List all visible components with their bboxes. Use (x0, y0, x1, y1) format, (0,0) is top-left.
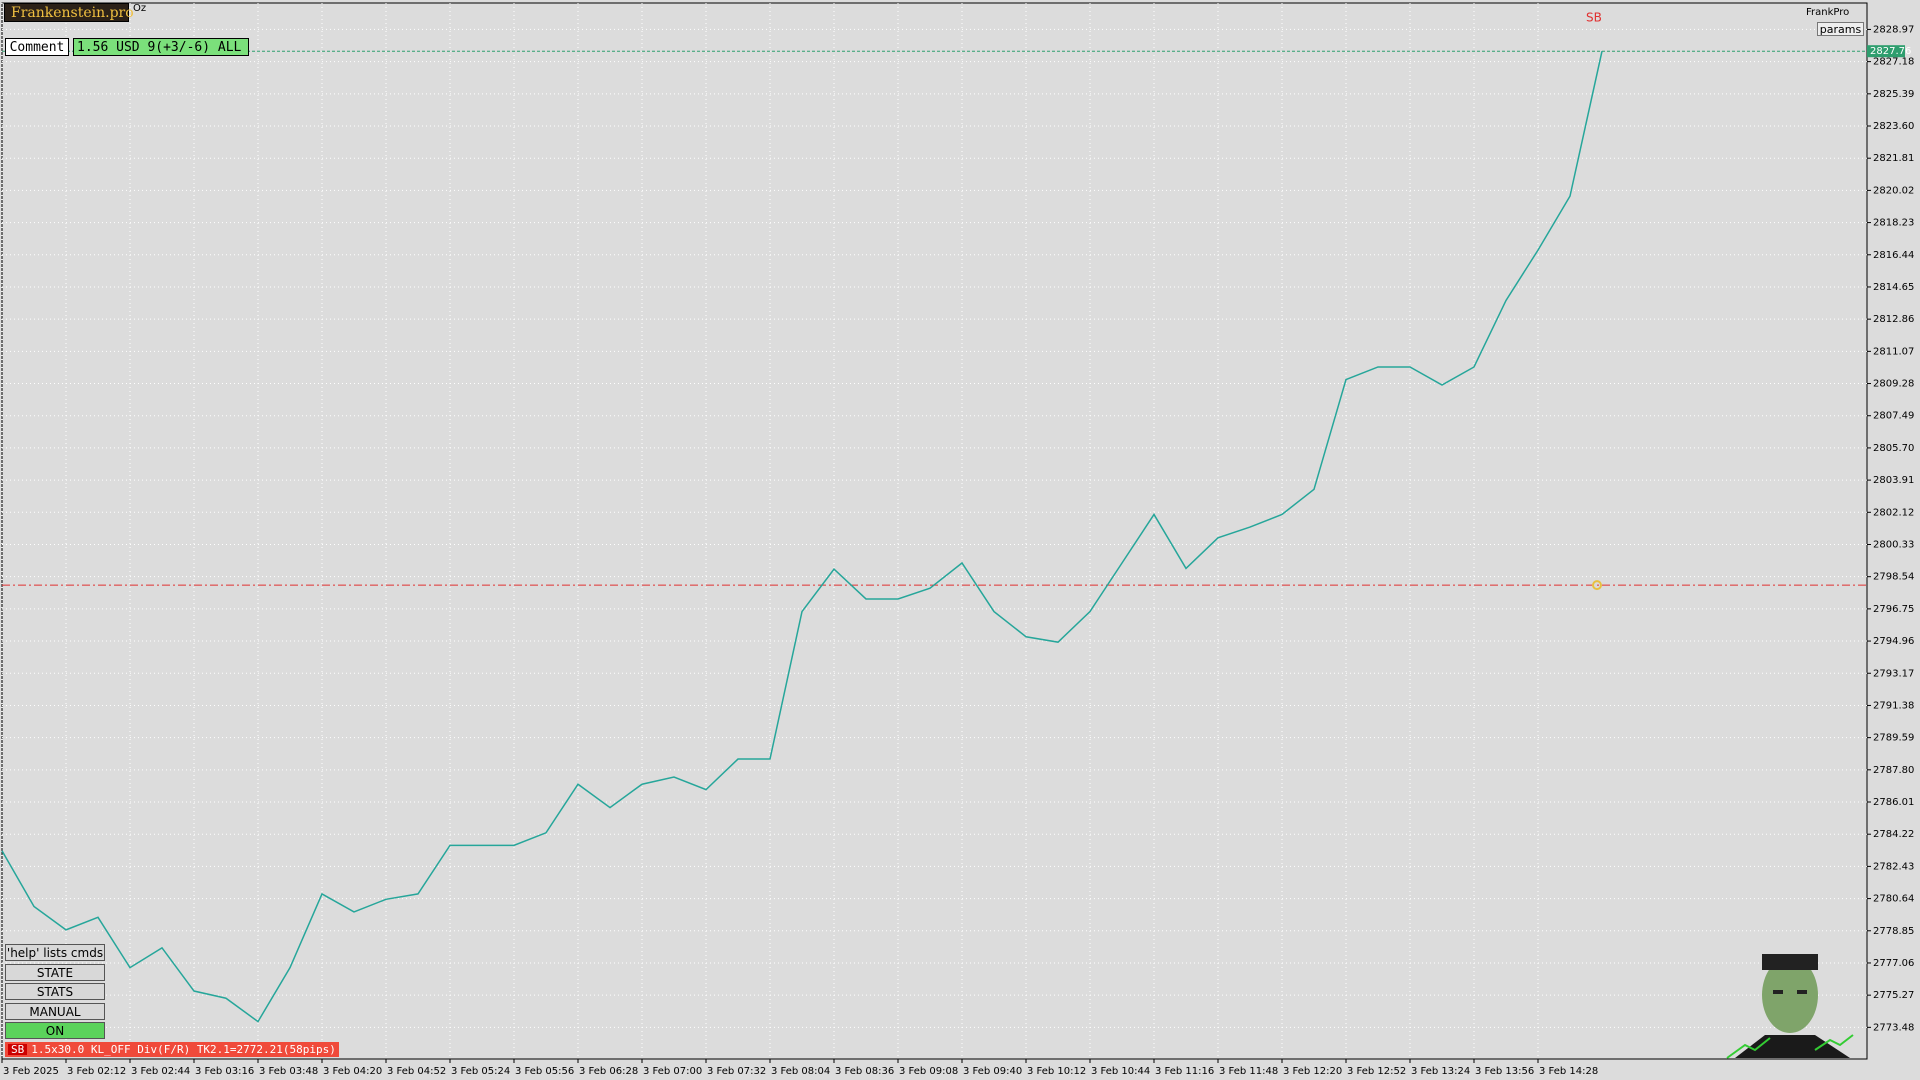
y-tick-label: 2802.12 (1873, 507, 1914, 518)
x-tick-label: 3 Feb 09:08 (899, 1066, 958, 1077)
x-tick-label: 3 Feb 12:52 (1347, 1066, 1406, 1077)
x-tick-label: 3 Feb 04:52 (387, 1066, 446, 1077)
x-tick-label: 3 Feb 10:44 (1091, 1066, 1150, 1077)
x-tick-label: 3 Feb 03:48 (259, 1066, 318, 1077)
x-tick-label: 3 Feb 07:00 (643, 1066, 702, 1077)
x-tick-label: 3 Feb 04:20 (323, 1066, 382, 1077)
y-tick-label: 2777.06 (1873, 958, 1914, 969)
y-tick-label: 2809.28 (1873, 379, 1914, 390)
y-tick-label: 2816.44 (1873, 250, 1914, 261)
current-price-label: 2827.76 (1870, 46, 1911, 57)
manual-button[interactable]: MANUAL (5, 1003, 105, 1020)
y-tick-label: 2811.07 (1873, 346, 1914, 357)
y-tick-label: 2825.39 (1873, 89, 1914, 100)
y-tick-label: 2814.65 (1873, 282, 1914, 293)
y-tick-label: 2805.70 (1873, 443, 1914, 454)
y-tick-label: 2800.33 (1873, 539, 1914, 550)
x-tick-label: 3 Feb 12:20 (1283, 1066, 1342, 1077)
y-tick-label: 2793.17 (1873, 668, 1914, 679)
y-tick-label: 2828.97 (1873, 24, 1914, 35)
state-button[interactable]: STATE (5, 964, 105, 981)
status-bar: SB 1.5x30.0 KL_OFF Div(F/R) TK2.1=2772.21… (5, 1042, 339, 1057)
current-price-tag (1867, 45, 1905, 58)
x-tick-label: 3 Feb 2025 (3, 1066, 59, 1077)
x-tick-label: 3 Feb 08:04 (771, 1066, 830, 1077)
x-tick-label: 3 Feb 02:12 (67, 1066, 126, 1077)
stats-button[interactable]: STATS (5, 983, 105, 1000)
x-tick-label: 3 Feb 07:32 (707, 1066, 766, 1077)
y-tick-label: 2796.75 (1873, 604, 1914, 615)
y-tick-label: 2778.85 (1873, 926, 1914, 937)
x-tick-label: 3 Feb 11:48 (1219, 1066, 1278, 1077)
y-tick-label: 2787.80 (1873, 765, 1914, 776)
y-tick-label: 2818.23 (1873, 218, 1914, 229)
y-tick-label: 2821.81 (1873, 153, 1914, 164)
y-tick-label: 2791.38 (1873, 700, 1914, 711)
y-tick-label: 2823.60 (1873, 121, 1914, 132)
x-tick-label: 3 Feb 09:40 (963, 1066, 1022, 1077)
status-tag: SB (8, 1044, 28, 1055)
x-tick-label: 3 Feb 05:56 (515, 1066, 574, 1077)
y-tick-label: 2786.01 (1873, 797, 1914, 808)
y-tick-label: 2820.02 (1873, 185, 1914, 196)
y-tick-label: 2775.27 (1873, 990, 1914, 1001)
y-tick-label: 2773.48 (1873, 1022, 1914, 1033)
x-tick-label: 3 Feb 06:28 (579, 1066, 638, 1077)
comment-label: Comment (5, 38, 69, 56)
x-tick-label: 3 Feb 13:56 (1475, 1066, 1534, 1077)
x-tick-label: 3 Feb 14:28 (1539, 1066, 1598, 1077)
brand-logo: Frankenstein.pro (4, 3, 134, 22)
on-button[interactable]: ON (5, 1022, 105, 1039)
comment-value: 1.56 USD 9(+3/-6) ALL (73, 38, 249, 56)
status-text: 1.5x30.0 KL_OFF Div(F/R) TK2.1=2772.21(5… (31, 1043, 336, 1056)
x-tick-label: 3 Feb 03:16 (195, 1066, 254, 1077)
y-tick-label: 2827.18 (1873, 57, 1914, 68)
portrait (1726, 954, 1854, 1059)
user-label: FrankPro (1806, 7, 1850, 18)
x-tick-label: 3 Feb 02:44 (131, 1066, 190, 1077)
symbol-note: Oz (133, 3, 147, 14)
x-tick-label: 3 Feb 13:24 (1411, 1066, 1470, 1077)
x-tick-label: 3 Feb 08:36 (835, 1066, 894, 1077)
y-tick-label: 2807.49 (1873, 411, 1914, 422)
params-button[interactable]: params (1817, 22, 1864, 36)
signal-marker: SB (1586, 11, 1602, 25)
x-tick-label: 3 Feb 05:24 (451, 1066, 510, 1077)
plot-area (1, 2, 1868, 1060)
y-tick-label: 2803.91 (1873, 475, 1914, 486)
y-tick-label: 2782.43 (1873, 861, 1914, 872)
y-tick-label: 2794.96 (1873, 636, 1914, 647)
help-button[interactable]: 'help' lists cmds (5, 944, 105, 961)
x-tick-label: 3 Feb 11:16 (1155, 1066, 1214, 1077)
level-handle (1592, 580, 1602, 591)
y-tick-label: 2789.59 (1873, 733, 1914, 744)
y-tick-label: 2812.86 (1873, 314, 1914, 325)
y-tick-label: 2780.64 (1873, 894, 1914, 905)
x-tick-label: 3 Feb 10:12 (1027, 1066, 1086, 1077)
y-tick-label: 2784.22 (1873, 829, 1914, 840)
price-line (1, 51, 1603, 1023)
y-tick-label: 2798.54 (1873, 572, 1914, 583)
